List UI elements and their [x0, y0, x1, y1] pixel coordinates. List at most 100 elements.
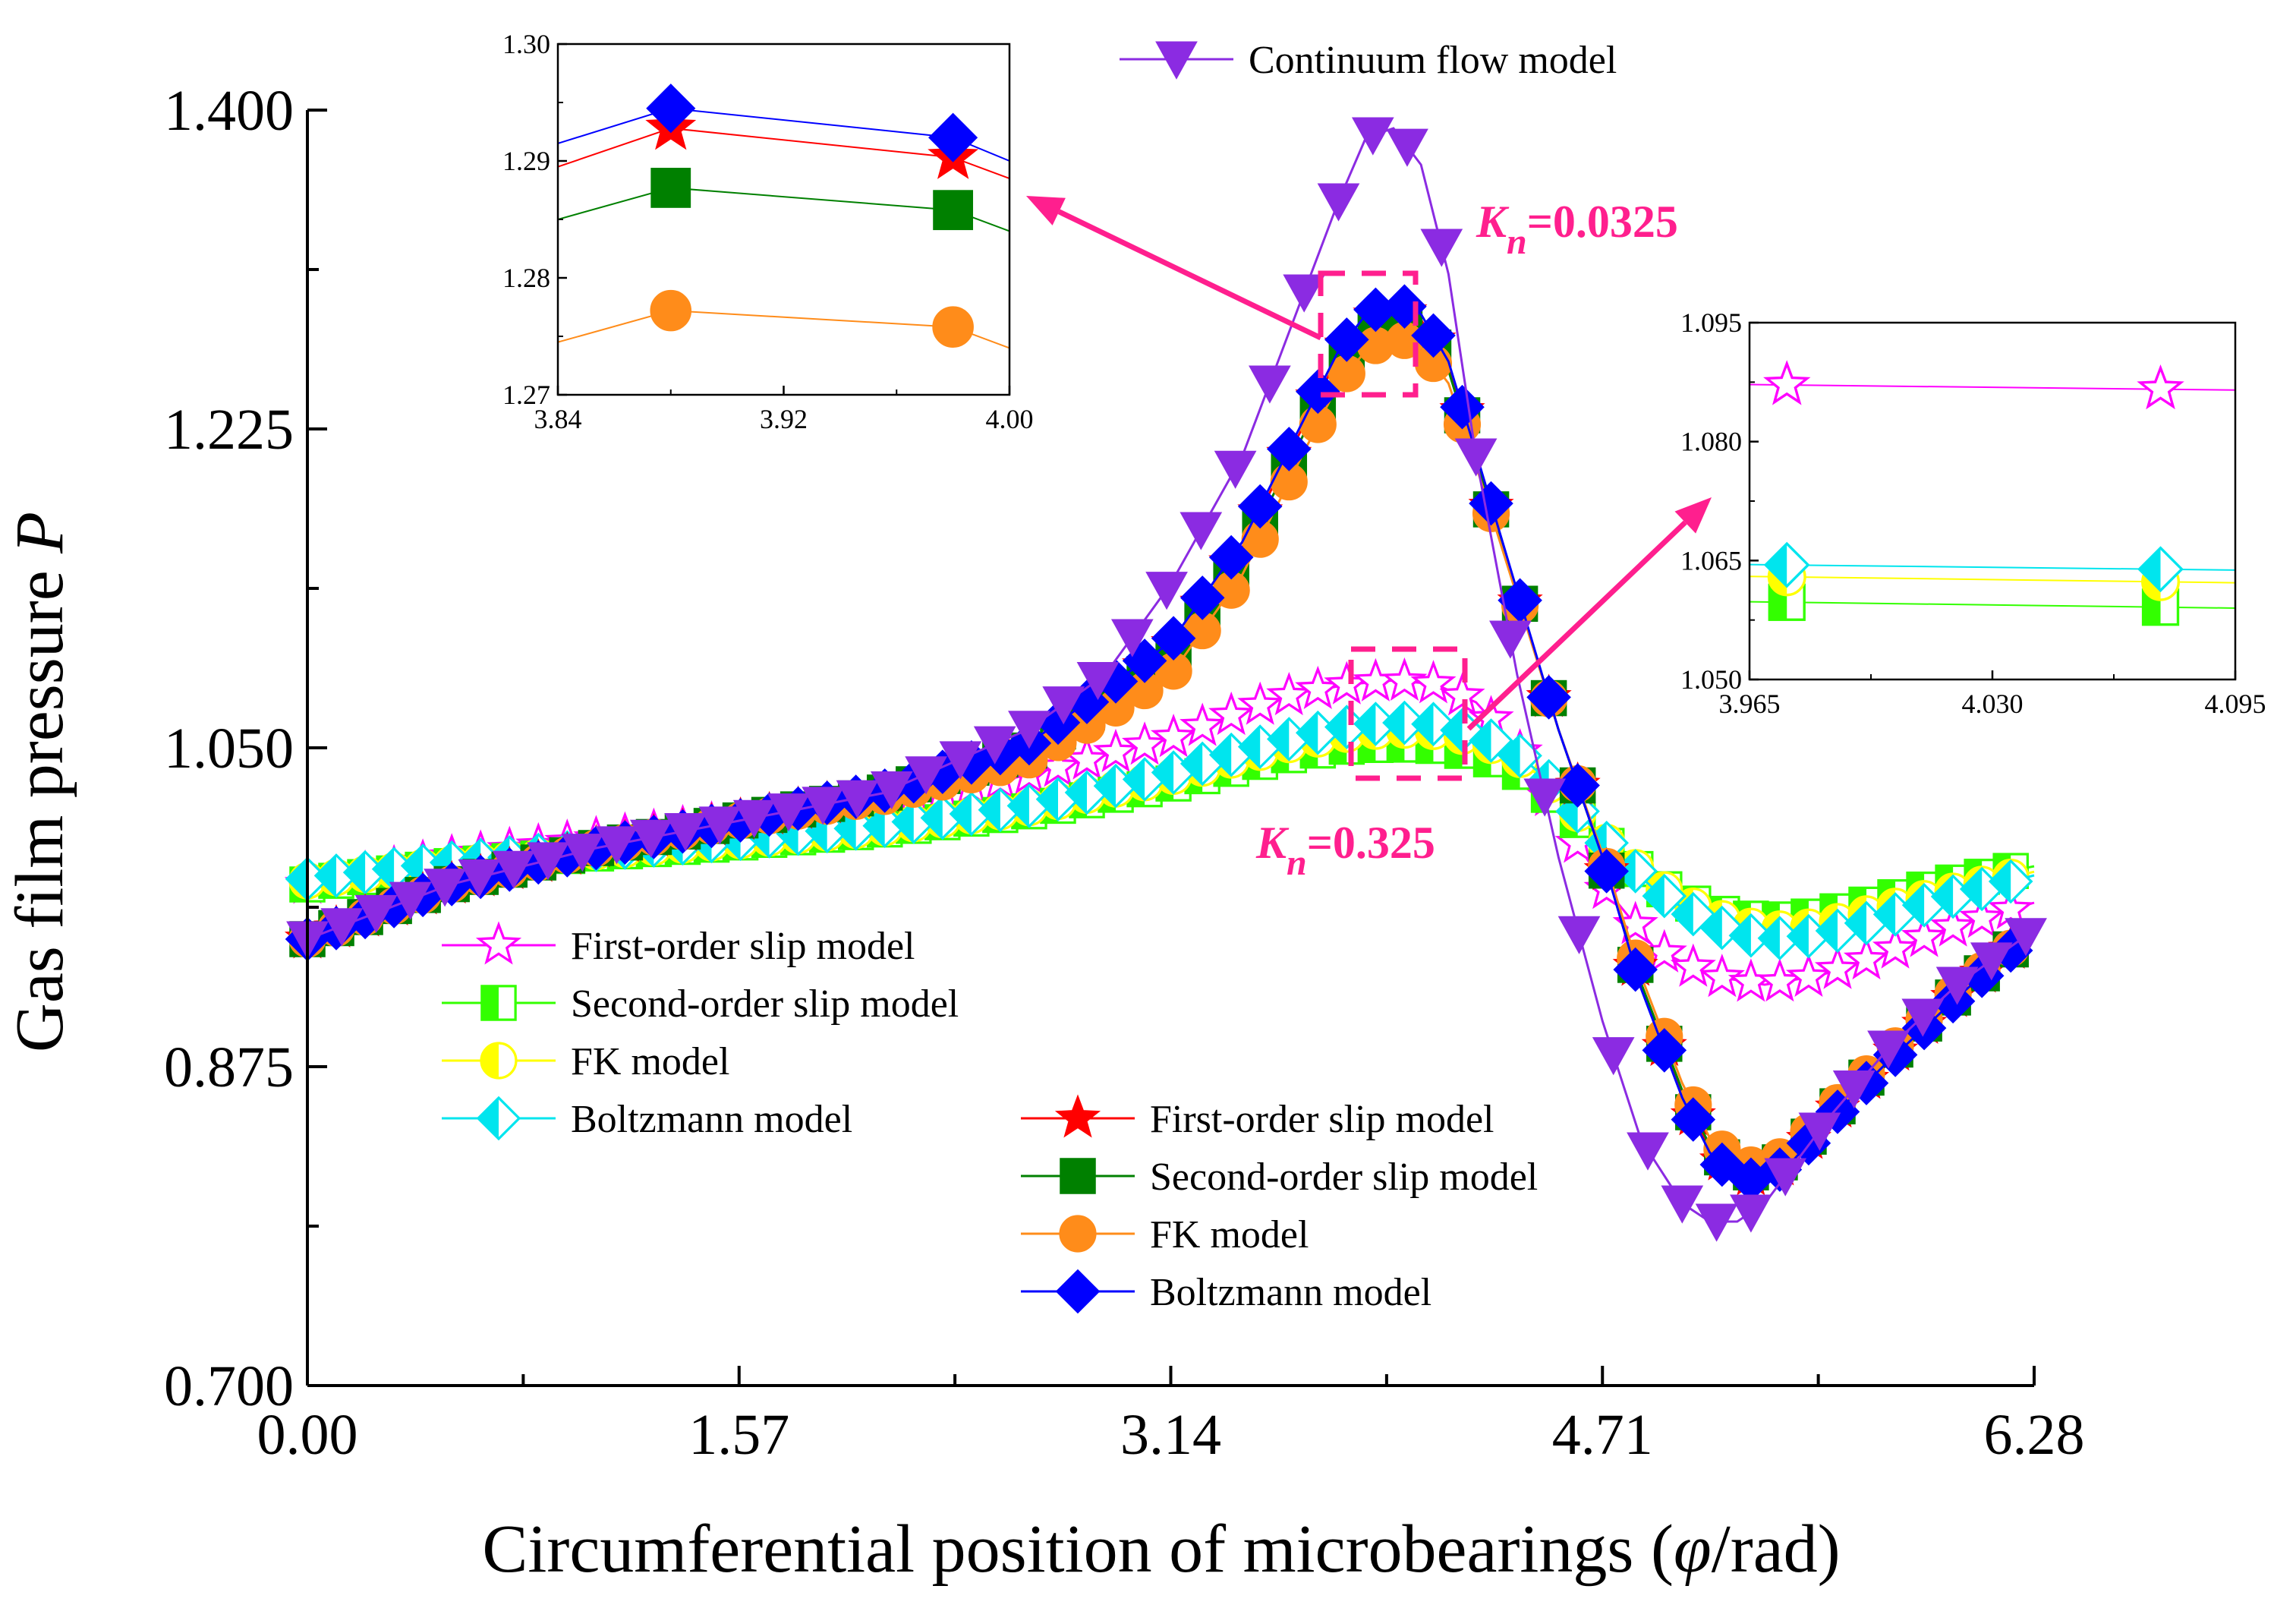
- arrow-to-inset-low: [1466, 497, 1712, 731]
- x-tick-label: 3.14: [1120, 1403, 1221, 1467]
- data-point: [1151, 616, 1196, 661]
- inset-x-tick-label: 3.92: [760, 404, 808, 434]
- inset-y-tick-label: 1.080: [1680, 427, 1742, 457]
- data-point: [354, 894, 398, 934]
- inset-series-diamond: [558, 84, 1009, 162]
- data-point: [1930, 903, 1976, 947]
- data-point: [1145, 572, 1188, 610]
- inset-x-tick-label: 3.84: [534, 404, 582, 434]
- data-point: [1671, 1097, 1716, 1142]
- data-point: [1237, 484, 1283, 529]
- data-point: [1283, 274, 1326, 313]
- inset-high-kn: 1.27 1.28 1.29 1.30 3.84 3.92 4.00: [502, 29, 1034, 434]
- data-point: [1208, 691, 1255, 736]
- data-point: [905, 756, 947, 795]
- data-point: [1867, 1030, 1910, 1069]
- legend-item: Continuum flow model: [1120, 39, 1617, 82]
- data-point: [973, 726, 1016, 765]
- data-point: [1440, 384, 1485, 430]
- inset-y-tick-label: 1.095: [1680, 307, 1742, 338]
- data-point: [1613, 947, 1658, 992]
- legend-kn00325-high: First-order slip model Second-order slip …: [1021, 1094, 1538, 1314]
- data-point: [1959, 894, 2005, 938]
- inset-series-line: [558, 127, 1009, 180]
- kn-low-annotation: Kn=0.325: [1255, 818, 1435, 883]
- data-point: [1901, 913, 1948, 957]
- data-point: [1730, 1194, 1772, 1233]
- legend-item: First-order slip model: [1021, 1094, 1494, 1141]
- y-tick-label: 0.700: [164, 1354, 294, 1418]
- inset-x-tick-label: 4.095: [2205, 689, 2266, 719]
- legend-kn0325-low: First-order slip model Second-order slip …: [442, 921, 959, 1141]
- inset-data-point: [932, 306, 974, 348]
- data-point: [1832, 1070, 1876, 1109]
- legend-item: Boltzmann model: [1021, 1269, 1431, 1314]
- data-point: [870, 771, 913, 810]
- data-point: [1179, 575, 1225, 620]
- inset-x-tick-label: 4.00: [986, 404, 1034, 434]
- zoom-box-high: [1318, 270, 1419, 398]
- data-point: [561, 834, 604, 872]
- legend-marker: [1054, 1094, 1101, 1138]
- legend-item: FK model: [1021, 1213, 1309, 1256]
- data-point: [1237, 681, 1283, 725]
- main-axes: 0.700 0.875 1.050 1.225 1.400 0.00 1.57 3.14 4.7…: [164, 79, 2085, 1467]
- data-point: [1584, 849, 1629, 894]
- data-point: [698, 806, 742, 845]
- data-point: [1489, 620, 1532, 659]
- legend-label: First-order slip model: [1150, 1098, 1494, 1141]
- zoom-boxes-layer: [1318, 270, 1468, 781]
- inset-y-tick-label: 1.29: [502, 146, 550, 176]
- legend-marker: [1060, 1158, 1096, 1194]
- data-point: [1642, 873, 1687, 919]
- zoom-arrows: [1026, 196, 1712, 731]
- data-point: [1592, 1037, 1635, 1076]
- data-point: [1843, 935, 1890, 980]
- data-point: [1179, 512, 1223, 550]
- data-point: [1695, 1203, 1738, 1242]
- data-point: [1122, 721, 1168, 765]
- data-point: [836, 780, 879, 818]
- data-point: [424, 869, 466, 907]
- data-point: [1785, 953, 1831, 997]
- data-point: [1353, 702, 1398, 746]
- data-point: [1699, 1142, 1745, 1187]
- data-point: [492, 850, 535, 889]
- inset-data-point: [933, 190, 974, 231]
- legend-marker: [480, 1042, 518, 1080]
- inset-data-point: [1763, 541, 1810, 588]
- legends: Continuum flow model First-order slip mod…: [442, 39, 1617, 1314]
- data-point: [1498, 733, 1542, 778]
- series-line: [307, 127, 2035, 1223]
- data-point: [1420, 229, 1463, 267]
- data-point: [1249, 365, 1291, 404]
- kn-high-annotation: Kn=0.0325: [1476, 197, 1678, 262]
- legend-label: Second-order slip model: [1150, 1156, 1538, 1199]
- inset-series-diamond-half: [1750, 541, 2235, 593]
- x-axis-title: Circumferential position of microbearing…: [482, 1512, 1840, 1587]
- inset-series-line: [558, 187, 1009, 232]
- data-point: [1728, 913, 1774, 958]
- data-point: [1093, 728, 1139, 773]
- inset-data-point: [2137, 364, 2184, 410]
- inset-x-tick-label: 3.965: [1719, 689, 1781, 719]
- legend-marker: [1155, 41, 1198, 80]
- legend-marker: [476, 1096, 521, 1141]
- data-point: [1901, 998, 1945, 1037]
- data-point: [313, 853, 359, 898]
- inset-data-point: [646, 84, 696, 134]
- data-point: [1208, 534, 1254, 580]
- legend-item: FK model: [442, 1040, 729, 1083]
- y-tick-label: 1.400: [164, 79, 294, 143]
- legend-marker: [1055, 1269, 1101, 1314]
- data-point: [1410, 660, 1457, 704]
- data-point: [1627, 1132, 1669, 1171]
- inset-low-kn: 1.050 1.065 1.080 1.095 3.965 4.030 4.095: [1680, 307, 2266, 719]
- inset-series: [558, 84, 1009, 349]
- data-point: [1386, 128, 1428, 167]
- data-point: [1757, 916, 1803, 960]
- y-tick-label: 1.050: [164, 717, 294, 780]
- data-point: [1526, 675, 1571, 720]
- data-point: [1382, 700, 1427, 746]
